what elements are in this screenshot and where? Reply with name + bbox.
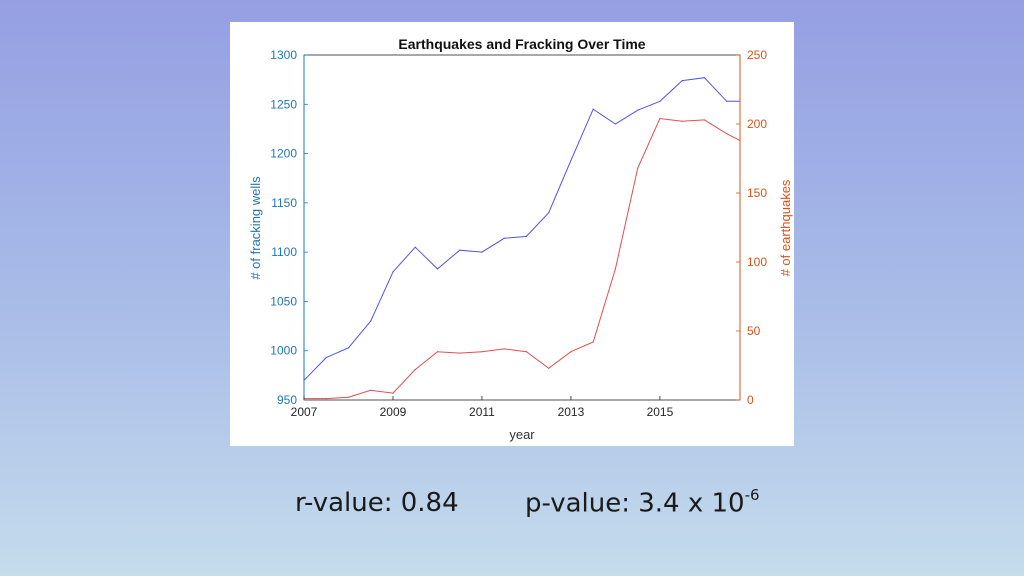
fracking-wells-point [370,320,372,322]
p-value-stat: p-value: 3.4 x 10-6 [525,486,760,519]
right-y-tick-label: 100 [747,255,767,269]
earthquakes-point [325,398,327,400]
left-y-tick-label: 1000 [270,344,297,358]
earthquakes-point [503,348,505,350]
earthquakes-point [548,367,550,369]
fracking-wells-point [548,212,550,214]
earthquakes-point [726,133,728,135]
left-y-tick-label: 1100 [271,245,297,259]
earthquakes-point [370,389,372,391]
right-y-tick-label: 250 [747,48,767,62]
fracking-wells-point [347,347,350,349]
earthquakes-point [436,351,439,353]
earthquakes-point [459,352,461,354]
right-y-axis-label: # of earthquakes [778,179,793,276]
fracking-wells-point [481,251,483,253]
right-y-tick-label: 150 [747,186,767,200]
x-tick-label: 2011 [469,405,495,419]
x-tick-label: 2013 [558,405,585,419]
earthquakes-point [703,119,706,121]
r-value-stat: r-value: 0.84 [295,488,459,518]
earthquakes-point [592,341,594,343]
chart-figure: 2007 2009 2011 2013 2015 950 1000 1050 1100 1150 1… [230,22,794,446]
fracking-wells-point [726,100,728,102]
x-tick-label: 2007 [291,405,318,419]
earthquakes-point [414,369,416,371]
earthquakes-point [570,351,572,353]
x-tick-label: 2015 [647,405,674,419]
earthquakes-point [392,392,394,394]
left-y-tick-label: 1050 [270,294,297,308]
fracking-wells-point [459,249,461,251]
fracking-wells-point [525,235,528,237]
fracking-wells-point [681,80,683,82]
fracking-wells-point [570,159,572,162]
fracking-wells-point [703,77,706,79]
earthquakes-point [659,117,661,120]
fracking-wells-point [592,108,594,110]
left-y-tick-label: 1250 [270,97,297,111]
left-y-tick-label: 1150 [271,196,297,210]
earthquakes-line [304,117,741,400]
fracking-wells-point [659,100,661,102]
left-y-tick-label: 1200 [270,147,297,161]
right-y-tick-label: 0 [747,393,754,407]
p-value-text: p-value: 3.4 x 10 [525,488,745,519]
earthquakes-point [681,120,683,122]
earthquakes-point [347,396,350,398]
chart-title: Earthquakes and Fracking Over Time [398,36,645,52]
fracking-wells-point [503,237,505,239]
x-axis-label: year [509,427,535,442]
p-value-exponent: -6 [744,486,760,504]
fracking-wells-line [303,77,740,381]
left-y-tick-label: 1300 [270,48,297,62]
fracking-wells-point [414,246,416,248]
fracking-wells-point [436,268,439,270]
fracking-wells-point [392,271,394,273]
fracking-wells-point [614,123,617,125]
earthquakes-point [525,351,528,353]
earthquakes-point [637,167,639,169]
fracking-wells-point [325,357,327,359]
earthquakes-point [614,268,617,270]
dual-axis-line-chart: 2007 2009 2011 2013 201595010001050110011501… [248,36,793,442]
left-y-axis-label: # of fracking wells [248,176,263,280]
earthquakes-point [481,351,483,353]
left-y-tick-label: 950 [277,393,297,407]
right-y-tick-label: 50 [747,324,761,338]
fracking-wells-point [637,109,639,111]
plot-area [303,54,741,401]
right-y-tick-label: 200 [747,117,767,131]
x-tick-label: 2009 [380,405,407,419]
r-value-text: r-value: 0.84 [295,488,459,518]
